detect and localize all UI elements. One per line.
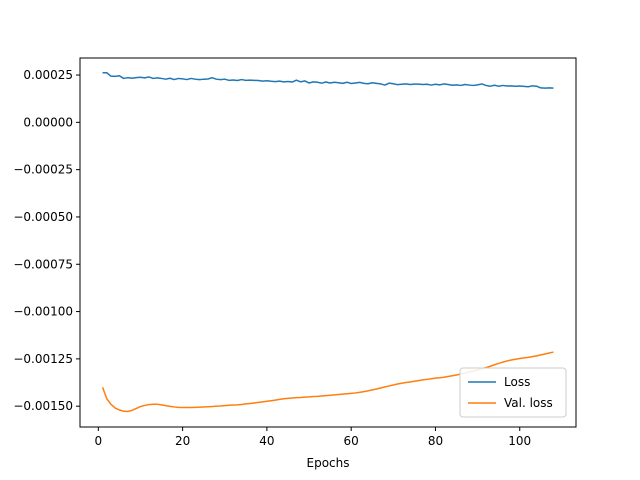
- x-axis-label: Epochs: [307, 456, 350, 470]
- plot-frame: [79, 57, 577, 428]
- y-tick-label: −0.00025: [13, 163, 73, 177]
- x-tick-label: 80: [428, 434, 443, 448]
- legend: Loss Val. loss: [459, 367, 567, 418]
- series-lines: [101, 72, 554, 413]
- y-tick-label: −0.00075: [13, 257, 73, 271]
- x-axis-ticks: 0 20 40 60 80 100: [95, 427, 531, 448]
- x-tick-label: 60: [344, 434, 359, 448]
- x-tick-label: 0: [95, 434, 103, 448]
- x-tick-label: 40: [259, 434, 274, 448]
- y-tick-label: −0.00150: [13, 399, 73, 413]
- x-tick-label: 20: [175, 434, 190, 448]
- y-tick-label: 0.00025: [23, 68, 73, 82]
- y-axis-ticks: 0.00025 0.00000 −0.00025 −0.00050 −0.00075 −0…: [13, 68, 80, 413]
- y-tick-label: 0.00000: [23, 115, 73, 129]
- y-tick-label: −0.00125: [13, 352, 73, 366]
- series-line-loss: [102, 72, 554, 89]
- x-tick-label: 100: [508, 434, 531, 448]
- y-tick-label: −0.00050: [13, 210, 73, 224]
- legend-label: Loss: [504, 375, 530, 389]
- legend-box: [459, 367, 567, 418]
- legend-label: Val. loss: [504, 396, 553, 410]
- y-tick-label: −0.00100: [13, 305, 73, 319]
